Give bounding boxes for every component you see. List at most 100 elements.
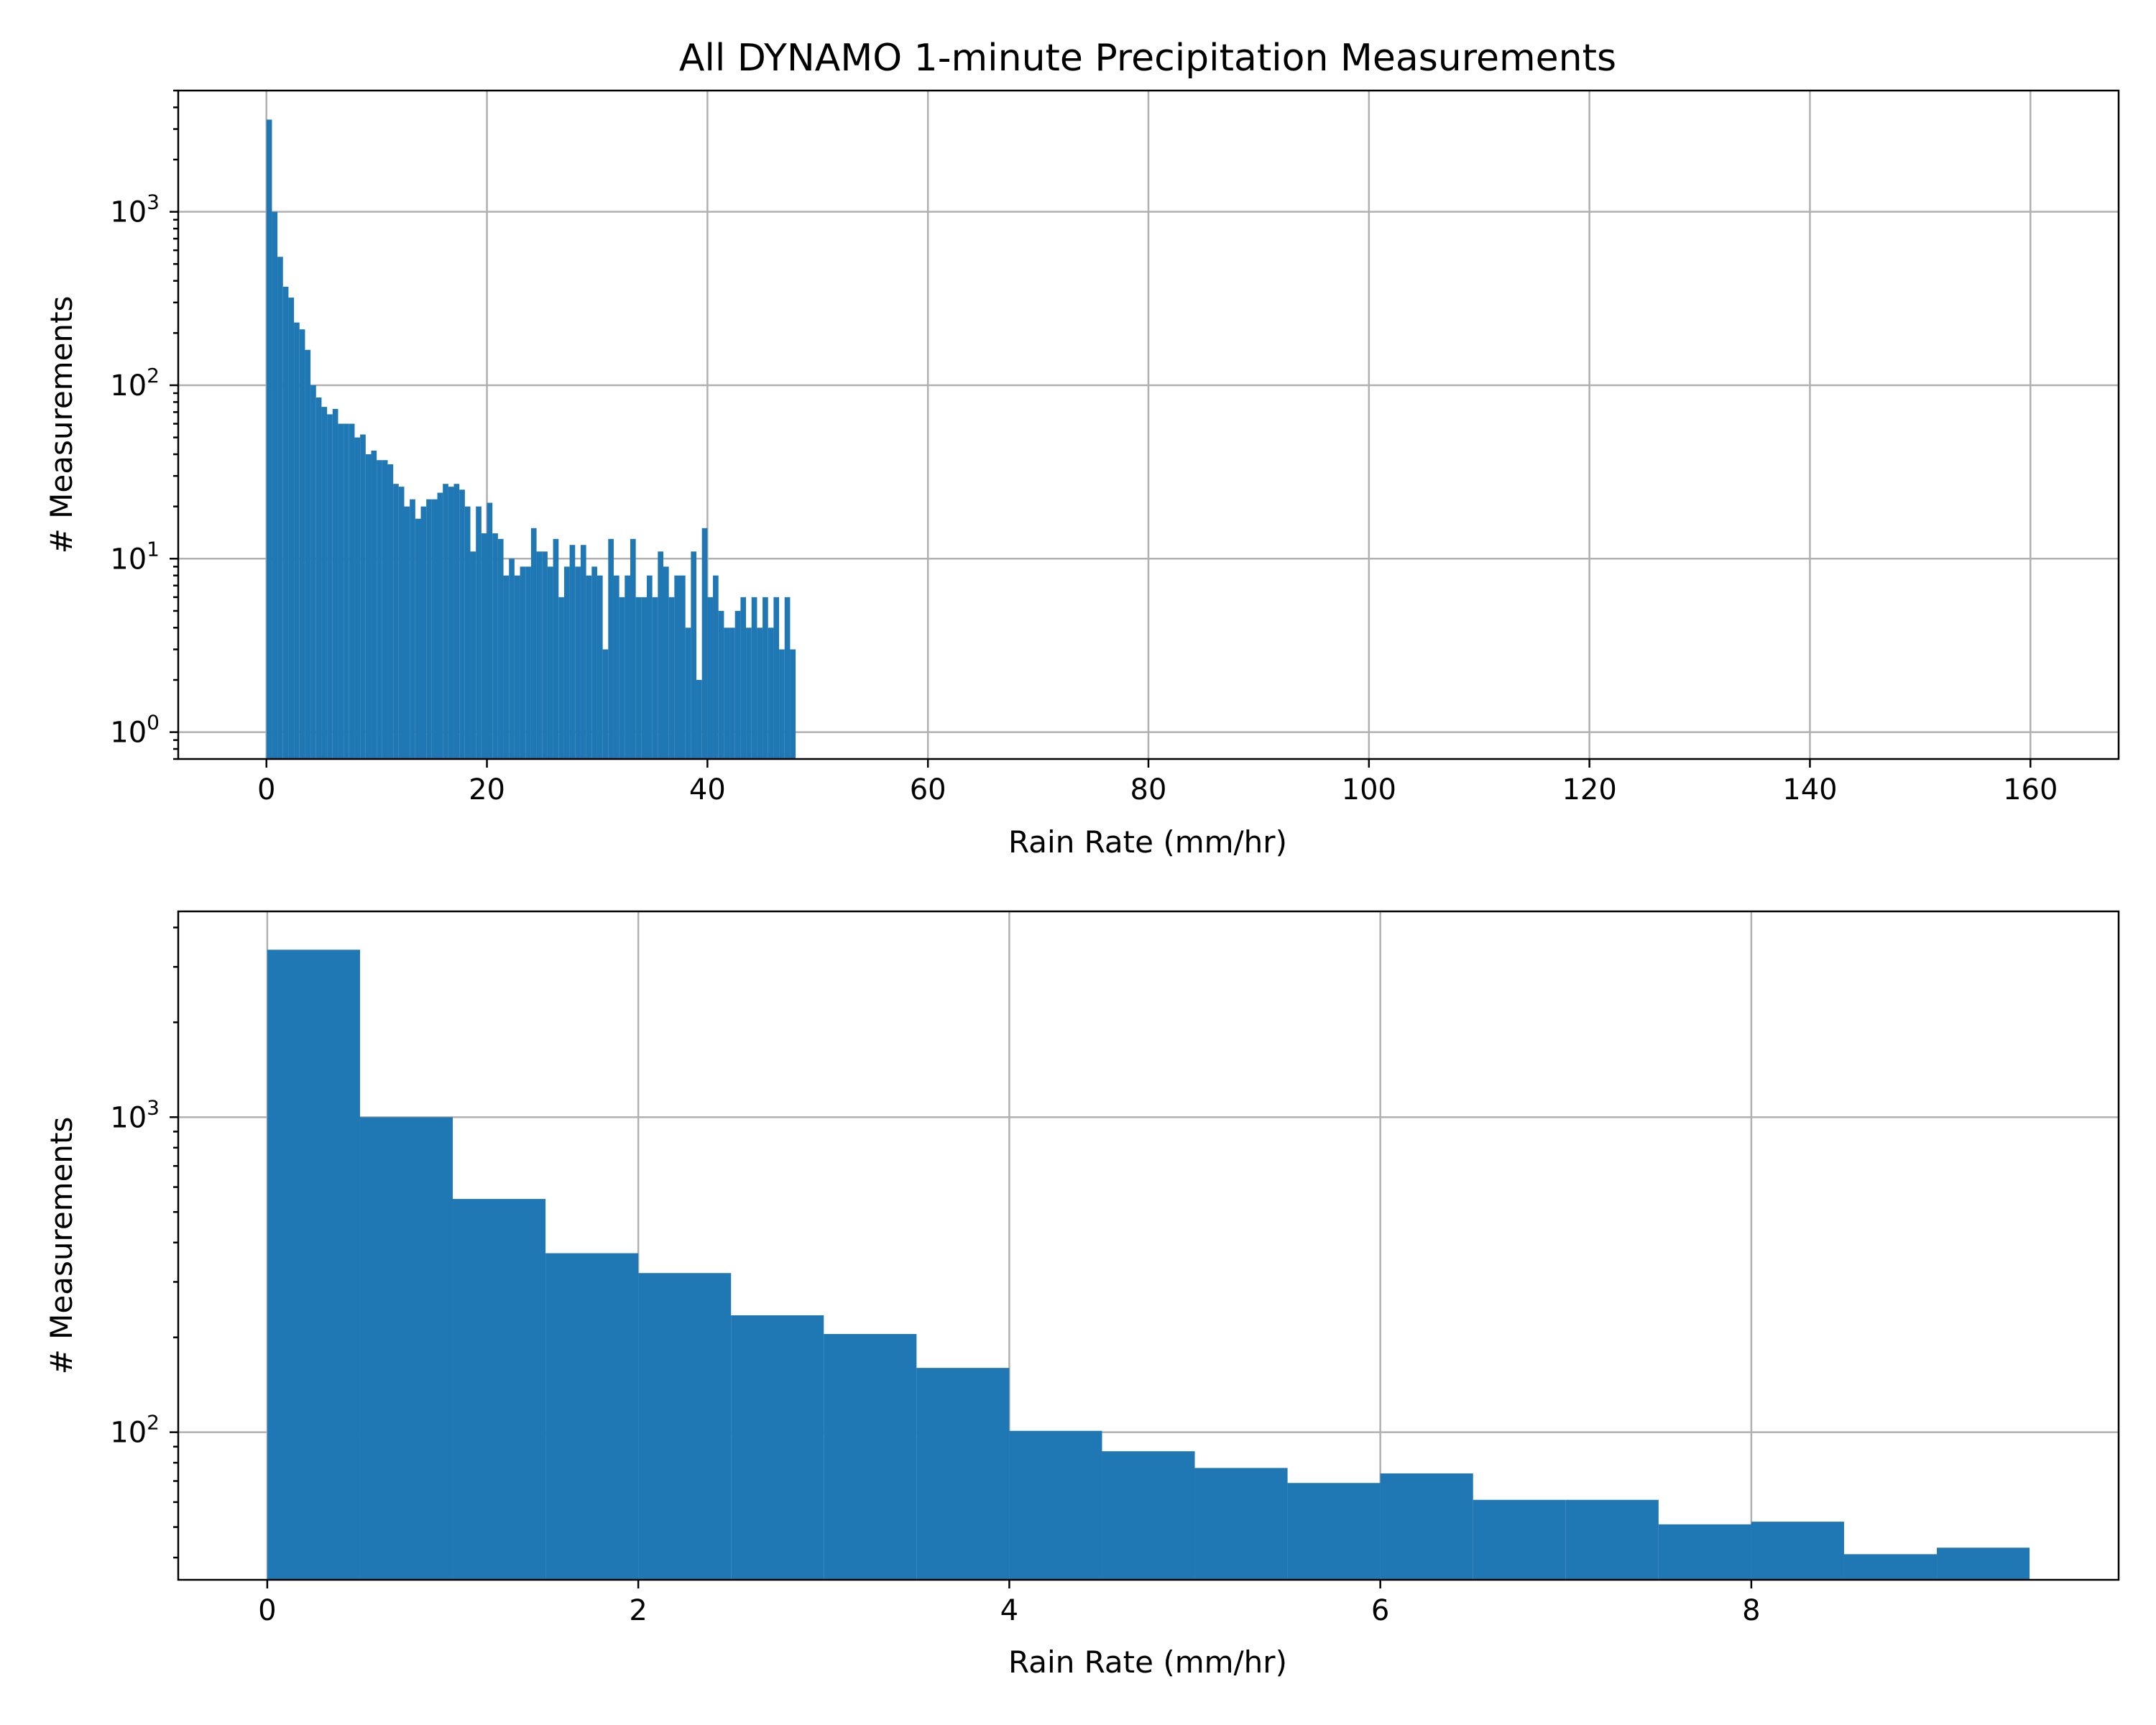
bottom-x-ticks: 0 2 4 6 8: [258, 1580, 1761, 1627]
top-histogram-bar: [547, 566, 553, 759]
top-histogram-bar: [514, 575, 520, 759]
top-histogram-bar: [625, 575, 630, 759]
top-histogram-bar: [608, 538, 614, 759]
bottom-histogram-bar: [731, 1315, 824, 1580]
top-histogram-bar: [387, 464, 394, 759]
top-histogram-bar: [779, 649, 785, 759]
bottom-histogram-bar: [545, 1253, 639, 1580]
top-x-tick-label: 160: [2003, 773, 2058, 806]
top-histogram-bar: [360, 434, 366, 759]
top-histogram-bar: [713, 575, 719, 759]
bottom-histogram-bar: [1843, 1554, 1938, 1580]
top-histogram-bar: [586, 575, 592, 759]
top-histogram-bar: [470, 551, 476, 759]
bottom-x-tick-label: 2: [629, 1594, 647, 1627]
top-histogram-bar: [393, 484, 399, 759]
top-histogram-bar: [371, 450, 377, 759]
top-histogram-bar: [746, 627, 752, 759]
bottom-y-ticks: 102 103: [110, 926, 178, 1559]
top-histogram-bar: [332, 408, 338, 759]
top-histogram-bar: [663, 566, 669, 759]
bottom-histogram-bar: [1751, 1522, 1844, 1580]
top-histogram-bar: [282, 286, 289, 759]
top-histogram-bar: [724, 627, 730, 759]
top-histogram-bar: [415, 518, 421, 759]
top-histogram-bar: [338, 423, 344, 759]
bottom-x-tick-label: 8: [1742, 1594, 1760, 1627]
bottom-plot-frame: [177, 910, 2120, 1581]
top-x-tick-label: 0: [257, 773, 275, 806]
bottom-histogram-bar: [638, 1273, 732, 1580]
bottom-histogram: 0 2 4 6 8 102 103 Rain Rate (mm/hr) # Measure…: [44, 910, 2120, 1680]
top-histogram-bar: [354, 437, 361, 759]
bottom-histogram-bar: [1287, 1483, 1381, 1580]
top-bars: [266, 119, 796, 760]
top-histogram-bar: [277, 257, 283, 760]
top-histogram-bar: [658, 551, 663, 759]
top-histogram-bar: [299, 329, 305, 759]
top-histogram-bar: [344, 423, 349, 759]
bottom-x-tick-label: 0: [258, 1594, 276, 1627]
top-histogram-bar: [558, 597, 564, 759]
top-histogram-bar: [431, 499, 438, 759]
top-histogram-bar: [691, 551, 697, 759]
top-y-tick-label: 101: [110, 537, 160, 576]
top-histogram-bar: [575, 566, 581, 759]
bottom-histogram-bar: [1658, 1524, 1751, 1580]
top-histogram-bar: [520, 566, 526, 759]
top-histogram-bar: [487, 502, 493, 759]
top-histogram-bar: [294, 322, 300, 759]
top-histogram-bar: [707, 597, 714, 759]
top-histogram-bar: [646, 575, 653, 759]
top-histogram-bar: [272, 211, 278, 759]
bottom-y-tick-label: 103: [110, 1095, 160, 1134]
top-histogram-bar: [310, 385, 316, 759]
top-histogram-bar: [596, 575, 603, 759]
top-histogram-bar: [602, 649, 609, 759]
top-histogram-bar: [420, 506, 427, 759]
top-histogram-bar: [580, 545, 586, 759]
top-histogram-bar: [569, 545, 576, 759]
bottom-histogram-bar: [453, 1199, 546, 1580]
top-histogram-bar: [453, 484, 460, 759]
top-y-tick-label: 100: [110, 711, 160, 750]
top-histogram-bar: [525, 566, 531, 759]
top-histogram-bar: [674, 575, 681, 759]
top-histogram-bar: [492, 533, 498, 759]
top-histogram-bar: [591, 566, 597, 759]
top-histogram-bar: [734, 610, 741, 759]
top-histogram-bar: [476, 506, 482, 759]
bottom-bars: [267, 949, 2030, 1580]
top-histogram-bar: [652, 597, 658, 759]
top-histogram-bar: [668, 597, 675, 759]
bottom-x-tick-label: 6: [1371, 1594, 1389, 1627]
top-histogram-bar: [481, 533, 487, 759]
top-histogram-bar: [635, 597, 642, 759]
top-histogram-bar: [321, 407, 328, 759]
bottom-histogram-bar: [359, 1117, 453, 1580]
top-histogram-bar: [288, 298, 295, 759]
top-histogram-bar: [613, 575, 619, 759]
top-histogram-bar: [497, 538, 504, 759]
chart-title: All DYNAMO 1-minute Precipitation Measur…: [679, 37, 1616, 80]
top-x-tick-label: 120: [1562, 773, 1616, 806]
top-y-ticks: 100 101 102 103: [110, 89, 178, 760]
top-histogram-bar: [349, 423, 355, 759]
bottom-x-axis-label: Rain Rate (mm/hr): [1008, 1644, 1287, 1680]
top-histogram-bar: [718, 610, 724, 759]
top-histogram-bar: [563, 566, 570, 759]
top-histogram-bar: [398, 487, 405, 759]
top-histogram-bar: [790, 649, 796, 759]
bottom-histogram-bar: [1102, 1451, 1195, 1580]
top-histogram-bar: [503, 575, 510, 759]
top-histogram-bar: [630, 538, 636, 759]
top-histogram-bar: [701, 528, 708, 759]
top-x-tick-label: 80: [1130, 773, 1167, 806]
bottom-histogram-bar: [1937, 1547, 2030, 1580]
bottom-histogram-bar: [1380, 1473, 1473, 1580]
top-histogram-bar: [404, 506, 410, 759]
top-x-axis-label: Rain Rate (mm/hr): [1008, 824, 1287, 860]
top-x-tick-label: 20: [469, 773, 505, 806]
top-histogram-bar: [619, 597, 625, 759]
